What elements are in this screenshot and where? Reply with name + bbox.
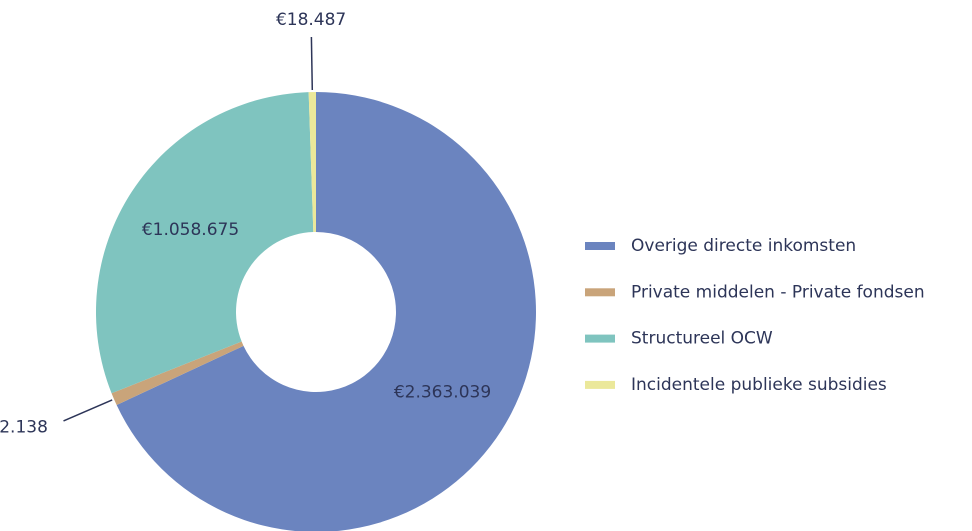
slice bbox=[95, 92, 314, 394]
leader-line bbox=[63, 399, 113, 422]
value-label: €18.487 bbox=[276, 10, 346, 30]
slice bbox=[308, 92, 316, 233]
legend-swatch bbox=[585, 380, 615, 389]
slice bbox=[116, 92, 536, 531]
legend-label: Incidentele publieke subsidies bbox=[631, 375, 887, 395]
value-label: €32.138 bbox=[0, 418, 48, 438]
value-label: €2.363.039 bbox=[394, 383, 491, 403]
value-label: €1.058.675 bbox=[142, 220, 239, 240]
legend-label: Private middelen - Private fondsen bbox=[631, 282, 925, 302]
legend-swatch bbox=[585, 242, 615, 250]
legend-swatch bbox=[585, 288, 615, 297]
slice bbox=[111, 341, 244, 406]
legend-label: Structureel OCW bbox=[631, 329, 773, 349]
legend-label: Overige directe inkomsten bbox=[631, 236, 856, 256]
leader-line bbox=[310, 37, 314, 91]
legend-swatch bbox=[585, 334, 615, 343]
